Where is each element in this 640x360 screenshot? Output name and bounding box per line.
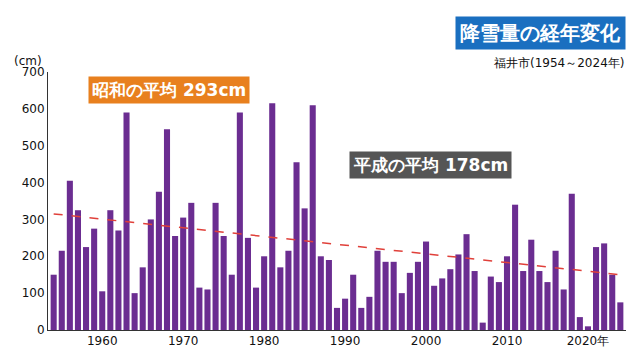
- svg-text:0: 0: [37, 323, 45, 337]
- svg-text:1970: 1970: [168, 334, 199, 348]
- svg-text:1960: 1960: [87, 334, 118, 348]
- svg-text:降雪量の経年変化: 降雪量の経年変化: [460, 21, 621, 45]
- svg-text:400: 400: [22, 176, 45, 190]
- svg-text:福井市(1954～2024年): 福井市(1954～2024年): [494, 56, 624, 70]
- svg-text:1990: 1990: [330, 334, 361, 348]
- svg-text:1980: 1980: [249, 334, 280, 348]
- svg-text:2010: 2010: [492, 334, 523, 348]
- svg-text:300: 300: [22, 213, 45, 227]
- svg-text:平成の平均 178cm: 平成の平均 178cm: [353, 155, 508, 175]
- svg-text:2000: 2000: [411, 334, 442, 348]
- svg-text:600: 600: [22, 102, 45, 116]
- svg-text:100: 100: [22, 286, 45, 300]
- svg-text:200: 200: [22, 249, 45, 263]
- svg-text:700: 700: [22, 65, 45, 79]
- svg-text:2020年: 2020年: [567, 334, 610, 348]
- svg-text:(cm): (cm): [14, 54, 42, 68]
- svg-text:500: 500: [22, 139, 45, 153]
- svg-text:昭和の平均 293cm: 昭和の平均 293cm: [92, 80, 246, 100]
